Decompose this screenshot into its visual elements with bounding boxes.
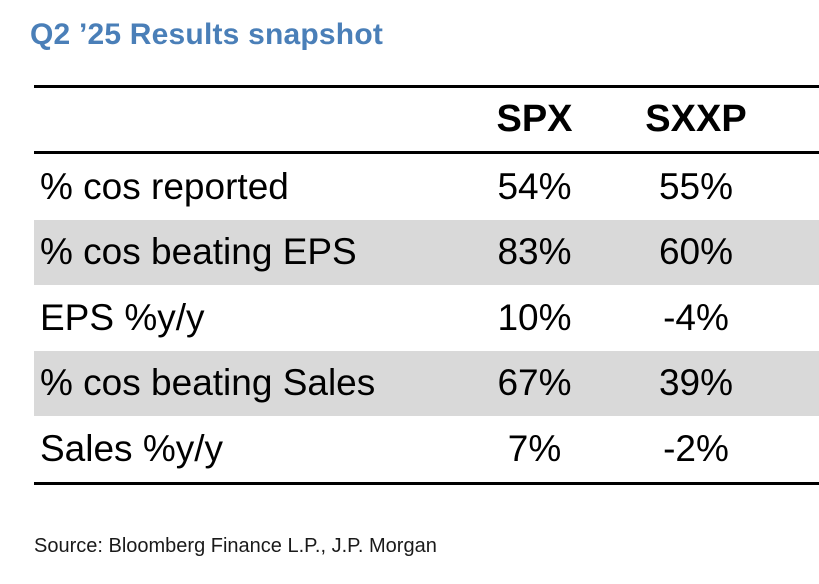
table-body: % cos reported 54% 55% % cos beating EPS 83%…: [34, 154, 819, 482]
cell-sxxp: 39%: [658, 362, 734, 404]
cell-spx: 7%: [507, 427, 562, 469]
source-note: Source: Bloomberg Finance L.P., J.P. Mor…: [34, 535, 437, 557]
cell-spx: 83%: [497, 231, 572, 273]
column-header-spx: SPX: [496, 98, 573, 140]
row-label: % cos reported: [40, 165, 289, 207]
top-rule: [34, 85, 819, 88]
row-label: EPS %y/y: [40, 296, 205, 338]
cell-sxxp: -4%: [663, 296, 729, 338]
cell-sxxp: 60%: [658, 231, 734, 273]
results-table: SPX SXXP % cos reported 54% 55% % cos beati…: [34, 85, 819, 485]
table-row: % cos reported 54% 55%: [34, 154, 819, 220]
bottom-rule: [34, 481, 819, 485]
header-rule: [34, 151, 819, 154]
row-label: % cos beating Sales: [40, 362, 376, 404]
table-row: EPS %y/y 10% -4%: [34, 285, 819, 351]
column-header-sxxp: SXXP: [645, 98, 747, 140]
row-label: % cos beating EPS: [40, 231, 357, 273]
cell-spx: 54%: [497, 165, 572, 207]
table-row: Sales %y/y 7% -2%: [34, 416, 819, 482]
cell-spx: 10%: [497, 296, 572, 338]
row-label: Sales %y/y: [40, 427, 224, 469]
cell-sxxp: 55%: [658, 165, 734, 207]
table-row: % cos beating EPS 83% 60%: [34, 219, 819, 285]
cell-sxxp: -2%: [663, 427, 729, 469]
cell-spx: 67%: [497, 362, 572, 404]
chart-title: Q2 ’25 Results snapshot: [30, 18, 384, 51]
header-row: SPX SXXP: [34, 88, 819, 151]
table-row: % cos beating Sales 67% 39%: [34, 350, 819, 416]
